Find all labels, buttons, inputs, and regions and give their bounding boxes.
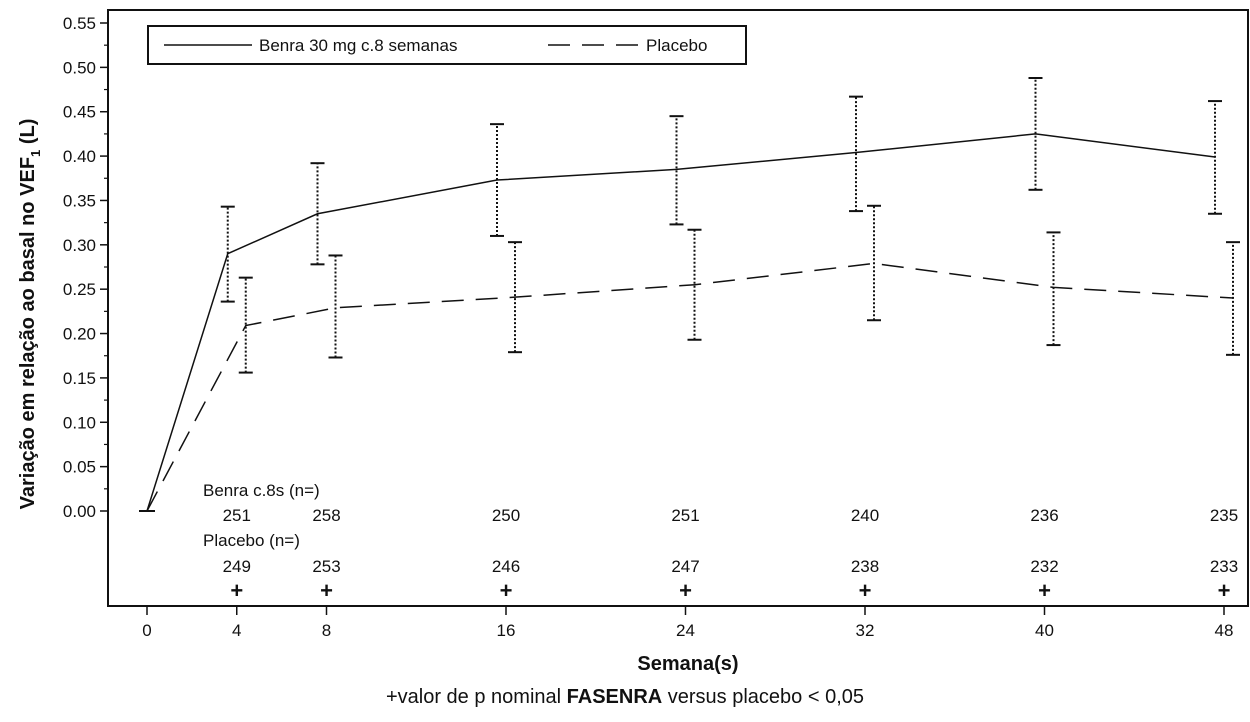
n-placebo-row-label: Placebo (n=) xyxy=(203,531,300,550)
footnote-post: versus placebo < 0,05 xyxy=(662,686,865,708)
series-line-benra xyxy=(146,133,1216,512)
axes xyxy=(100,9,1249,615)
n-benra-row-label: Benra c.8s (n=) xyxy=(203,481,320,500)
y-axis-title-main: Variação em relação ao basal no VEF xyxy=(17,157,39,509)
significance-marker: + xyxy=(859,578,872,603)
y-tick-label: 0.05 xyxy=(63,458,96,477)
significance-marker: + xyxy=(679,578,692,603)
legend: Benra 30 mg c.8 semanas Placebo xyxy=(147,25,747,65)
y-tick-label: 0.45 xyxy=(63,103,96,122)
y-axis-title-unit: (L) xyxy=(17,119,39,150)
y-axis-title-subscript: 1 xyxy=(28,150,43,157)
n-placebo-value: 253 xyxy=(312,557,340,576)
y-tick-label: 0.25 xyxy=(63,280,96,299)
n-placebo-value: 249 xyxy=(223,557,251,576)
y-tick-label: 0.00 xyxy=(63,502,96,521)
x-tick-label: 16 xyxy=(497,621,516,640)
n-benra-value: 236 xyxy=(1030,506,1058,525)
footnote-bold: FASENRA xyxy=(566,686,663,708)
n-placebo-value: 238 xyxy=(851,557,879,576)
x-tick-label: 4 xyxy=(232,621,241,640)
y-tick-label: 0.55 xyxy=(63,14,96,33)
n-placebo-value: 246 xyxy=(492,557,520,576)
y-tick-label: 0.50 xyxy=(63,58,96,77)
legend-label-placebo: Placebo xyxy=(646,36,707,55)
significance-marker: + xyxy=(320,578,333,603)
significance-marker: + xyxy=(1218,578,1231,603)
legend-label-benra: Benra 30 mg c.8 semanas xyxy=(259,36,457,55)
significance-marker: + xyxy=(500,578,513,603)
x-tick-label: 0 xyxy=(142,621,151,640)
n-benra-value: 235 xyxy=(1210,506,1238,525)
y-tick-label: 0.20 xyxy=(63,325,96,344)
significance-marker: + xyxy=(1038,578,1051,603)
y-tick-label: 0.15 xyxy=(63,369,96,388)
x-tick-label: 8 xyxy=(322,621,331,640)
x-tick-label: 48 xyxy=(1215,621,1234,640)
error-bars xyxy=(220,77,1240,374)
footnote: +valor de p nominal FASENRA versus place… xyxy=(0,686,1250,709)
footnote-pre: +valor de p nominal xyxy=(385,686,567,708)
n-benra-value: 240 xyxy=(851,506,879,525)
y-tick-label: 0.35 xyxy=(63,191,96,210)
n-placebo-value: 232 xyxy=(1030,557,1058,576)
n-placebo-value: 247 xyxy=(671,557,699,576)
x-tick-label: 32 xyxy=(856,621,875,640)
x-tick-label: 24 xyxy=(676,621,695,640)
n-benra-value: 251 xyxy=(671,506,699,525)
x-tick-label: 40 xyxy=(1035,621,1054,640)
chart-text: 0.00 0.05 0.10 0.15 0.20 0.25 0.30 0.35 0.40 0.45… xyxy=(17,14,1238,675)
plot-frame xyxy=(107,9,1249,607)
y-tick-label: 0.40 xyxy=(63,147,96,166)
y-tick-label: 0.10 xyxy=(63,413,96,432)
x-axis-title: Semana(s) xyxy=(637,653,738,675)
series-line-placebo xyxy=(146,262,1234,512)
series-lines xyxy=(139,133,1234,512)
significance-marker: + xyxy=(230,578,243,603)
n-placebo-value: 233 xyxy=(1210,557,1238,576)
y-axis-title: Variação em relação ao basal no VEF1 (L) xyxy=(17,119,43,510)
y-tick-label: 0.30 xyxy=(63,236,96,255)
n-benra-value: 250 xyxy=(492,506,520,525)
n-benra-value: 258 xyxy=(312,506,340,525)
n-benra-value: 251 xyxy=(223,506,251,525)
chart: 0.00 0.05 0.10 0.15 0.20 0.25 0.30 0.35 0.40 0.45… xyxy=(17,9,1249,675)
